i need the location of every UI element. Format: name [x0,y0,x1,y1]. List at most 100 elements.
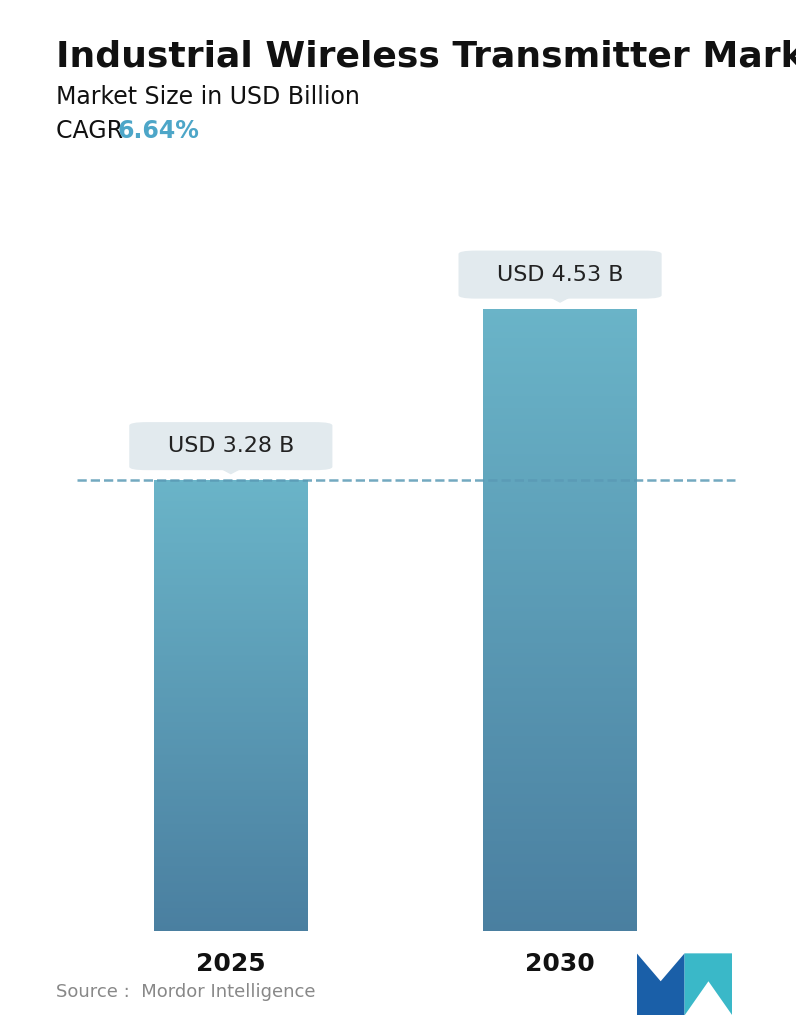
Bar [483,848,637,850]
Bar [154,791,308,792]
Bar [483,497,637,499]
Bar [154,914,308,915]
Bar [154,495,308,497]
Bar [483,522,637,524]
Bar [483,590,637,592]
Bar [483,926,637,929]
Bar [154,864,308,866]
Bar [154,774,308,777]
Bar [154,685,308,686]
Bar [483,835,637,838]
Bar [154,823,308,824]
Bar [483,481,637,483]
Bar [154,625,308,626]
Bar [483,384,637,386]
Bar [483,722,637,724]
Bar [483,423,637,425]
Bar [154,828,308,830]
Bar [483,724,637,726]
Bar [154,930,308,931]
Bar [483,642,637,644]
Bar [483,375,637,377]
Bar [154,530,308,531]
Bar [483,852,637,854]
Bar [154,581,308,582]
Bar [483,615,637,617]
Bar [483,697,637,699]
Bar [154,615,308,617]
Bar [154,541,308,542]
Bar [154,542,308,544]
Bar [483,726,637,728]
Bar [154,722,308,724]
Bar [154,551,308,552]
Bar [483,864,637,866]
Bar [154,488,308,489]
Bar [154,795,308,797]
Bar [483,776,637,778]
Bar [483,406,637,408]
Bar [483,561,637,564]
Bar [483,705,637,707]
Bar [483,315,637,317]
Bar [154,683,308,685]
Bar [154,760,308,761]
Bar [154,635,308,637]
Bar [154,698,308,700]
Bar [154,645,308,647]
Text: 6.64%: 6.64% [118,119,200,143]
Bar [154,605,308,607]
Bar [154,881,308,883]
Bar [483,324,637,326]
Bar [483,827,637,829]
Bar [483,483,637,485]
Bar [154,784,308,785]
Bar [483,703,637,705]
Bar [483,838,637,840]
Bar [483,408,637,410]
Bar [483,850,637,852]
Bar [483,355,637,357]
Bar [483,528,637,530]
Bar [154,718,308,719]
Bar [483,313,637,315]
Bar [483,442,637,444]
Bar [483,709,637,711]
Bar [154,591,308,592]
Bar [483,669,637,671]
Bar [483,396,637,398]
Bar [483,767,637,769]
Bar [154,557,308,558]
Bar [483,369,637,371]
Bar [483,470,637,473]
Bar [154,837,308,838]
Bar [154,675,308,677]
Bar [483,601,637,603]
Bar [483,825,637,827]
Bar [483,580,637,582]
Text: USD 4.53 B: USD 4.53 B [497,265,623,284]
Bar [154,872,308,874]
Bar [154,704,308,705]
Bar [154,515,308,516]
Bar [154,855,308,857]
Bar [154,918,308,920]
Bar [483,873,637,875]
Bar [483,493,637,495]
Bar [154,503,308,505]
Bar [154,501,308,503]
Bar [483,551,637,553]
Bar [483,468,637,470]
Polygon shape [216,465,246,474]
Bar [154,694,308,695]
Bar [483,636,637,638]
Bar [483,807,637,809]
Bar [154,777,308,778]
Bar [483,673,637,675]
Bar [483,740,637,742]
Bar [154,658,308,659]
Bar [154,601,308,602]
Bar [483,898,637,900]
Bar [154,880,308,881]
Bar [154,749,308,751]
